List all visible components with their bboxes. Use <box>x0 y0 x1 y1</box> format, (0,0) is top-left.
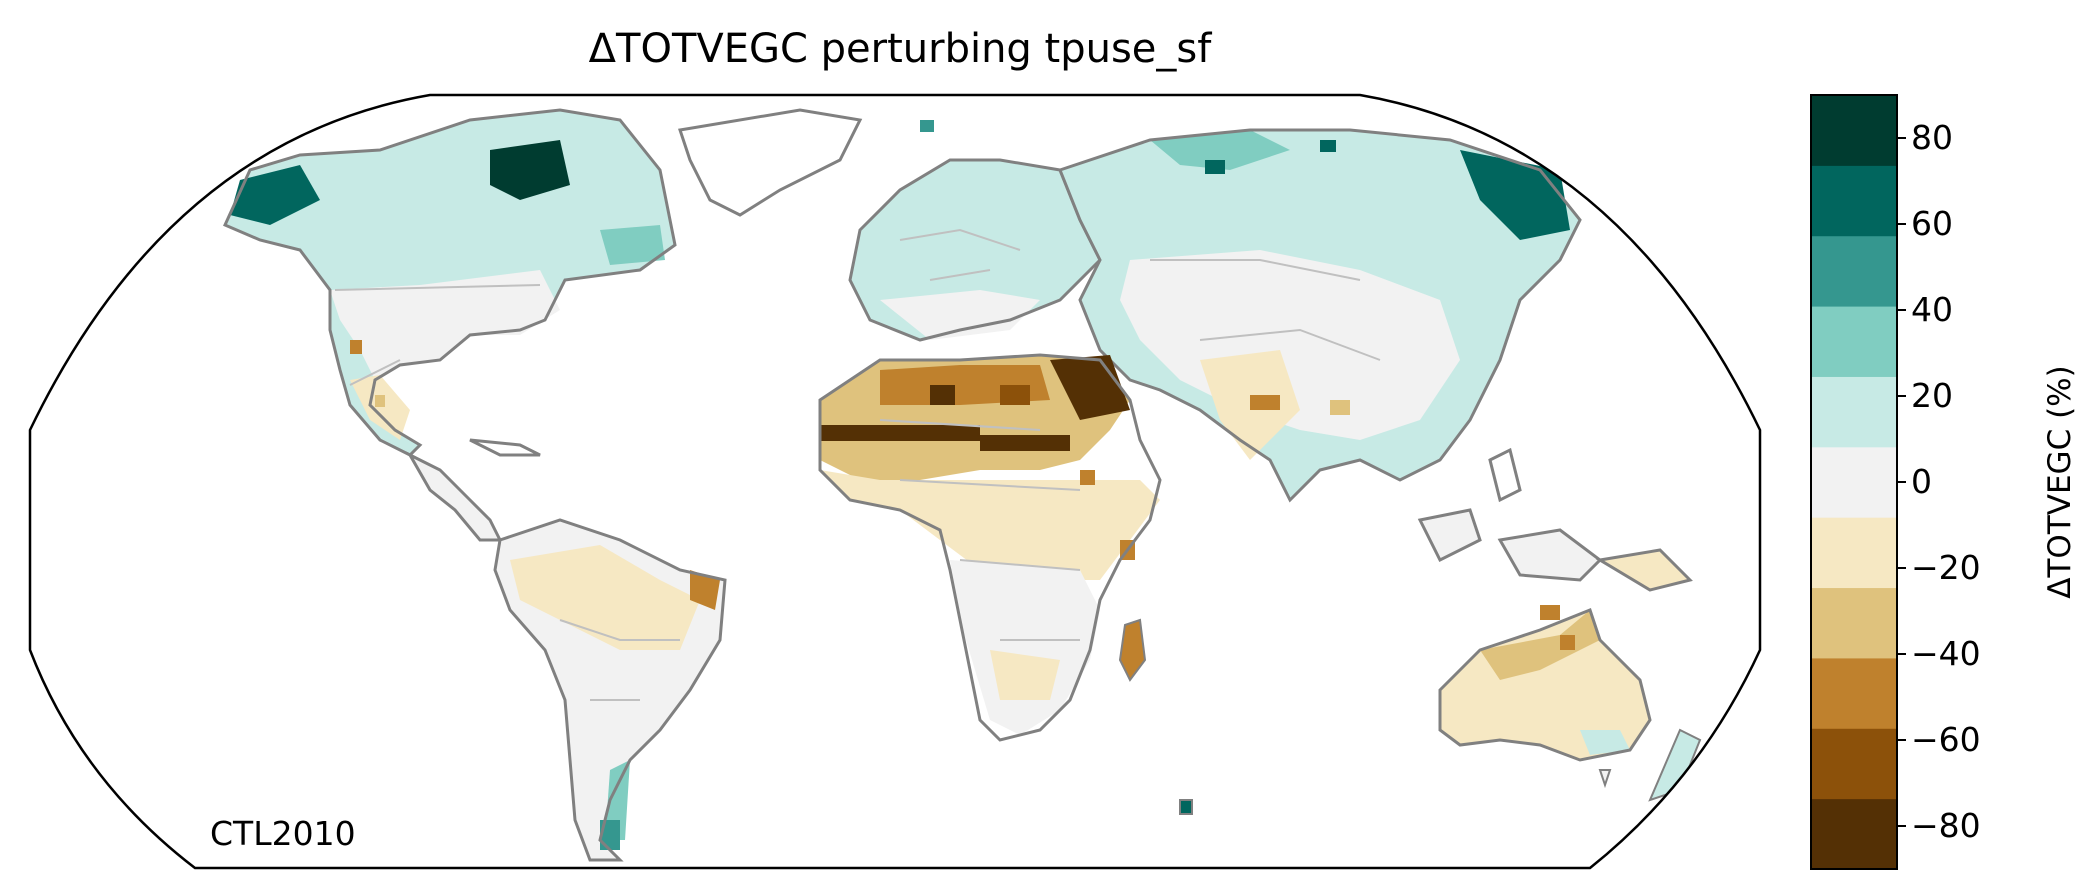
colorbar-tick-label: 80 <box>1911 118 1953 157</box>
colorbar-tick-label: 60 <box>1911 204 1953 243</box>
asia-region <box>1058 128 1582 503</box>
colorbar-ticks: −80 −60 −40 −20 0 20 40 60 80 <box>1897 118 1981 845</box>
colorbar-band <box>1811 165 1897 237</box>
colorbar-tick-label: −60 <box>1911 720 1981 759</box>
colorbar-label: ΔTOTVEGC (%) <box>2042 365 2078 598</box>
sahara-mideast-region <box>820 355 1130 480</box>
map-title: ΔTOTVEGC perturbing tpuse_sf <box>588 26 1212 72</box>
map-boundary <box>28 93 1762 870</box>
colorbar-band <box>1811 446 1897 518</box>
colorbar-band <box>1811 517 1897 589</box>
run-label: CTL2010 <box>210 814 356 853</box>
world-map: CTL2010 <box>28 93 1762 870</box>
colorbar-tick-label: 40 <box>1911 290 1953 329</box>
colorbar-band <box>1811 728 1897 800</box>
colorbar-band <box>1811 798 1897 870</box>
colorbar-tick-label: 20 <box>1911 376 1953 415</box>
australia-region <box>1438 605 1702 802</box>
colorbar-tick-label: 0 <box>1911 462 1932 501</box>
colorbar-tick-label: −80 <box>1911 806 1981 845</box>
small-islands <box>920 120 1336 815</box>
colorbar-tick-label: −20 <box>1911 548 1981 587</box>
colorbar-blocks <box>1811 95 1897 870</box>
colorbar-band <box>1811 657 1897 729</box>
south-america-region <box>493 518 727 862</box>
colorbar-tick-label: −40 <box>1911 634 1981 673</box>
colorbar-band <box>1811 235 1897 307</box>
southeast-asia-islands <box>1417 447 1693 592</box>
europe-region <box>848 158 1102 342</box>
colorbar-band <box>1811 306 1897 377</box>
colorbar-band <box>1811 587 1897 659</box>
colorbar-band <box>1811 376 1897 448</box>
north-america-region <box>223 108 677 457</box>
greenland-region <box>678 108 863 217</box>
map-content <box>223 108 1702 862</box>
africa-region <box>818 353 1162 742</box>
colorbar-band <box>1811 95 1897 166</box>
